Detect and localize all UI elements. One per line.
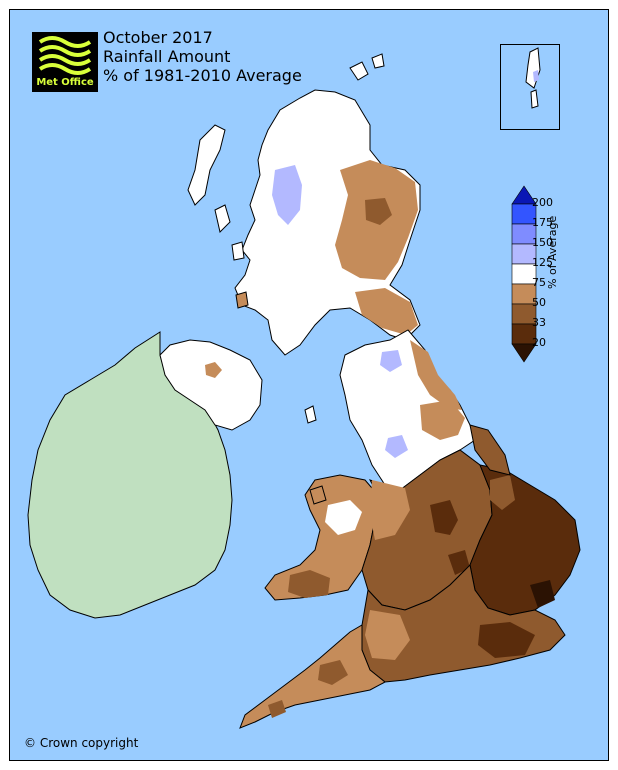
legend-tick-label: 175 bbox=[532, 216, 553, 229]
met-office-logo: Met Office bbox=[32, 32, 98, 92]
legend-tick-label: 200 bbox=[532, 196, 553, 209]
rainfall-map bbox=[27, 47, 581, 729]
legend-tick-label: 33 bbox=[532, 316, 546, 329]
legend-tick-label: 20 bbox=[532, 336, 546, 349]
legend-tick-label: 75 bbox=[532, 276, 546, 289]
legend-colorbar bbox=[511, 185, 537, 363]
title-line-date: October 2017 bbox=[103, 28, 213, 47]
northern-ireland bbox=[159, 339, 263, 431]
legend-tick-label: 50 bbox=[532, 296, 546, 309]
copyright-notice: © Crown copyright bbox=[24, 736, 139, 750]
title-line-baseline: % of 1981-2010 Average bbox=[103, 66, 302, 85]
shetland-inset-frame bbox=[500, 44, 560, 130]
legend-tick-label: 125 bbox=[532, 256, 553, 269]
waves-icon bbox=[38, 36, 92, 75]
map-title: October 2017 Rainfall Amount % of 1981-2… bbox=[103, 28, 302, 85]
map-frame: Met Office October 2017 Rainfall Amount … bbox=[9, 9, 609, 761]
legend-under-triangle bbox=[511, 343, 537, 363]
logo-text: Met Office bbox=[36, 77, 94, 88]
legend-title: % of Average bbox=[546, 215, 559, 289]
title-line-variable: Rainfall Amount bbox=[103, 47, 231, 66]
legend-tick-label: 150 bbox=[532, 236, 553, 249]
scotland bbox=[234, 89, 421, 356]
